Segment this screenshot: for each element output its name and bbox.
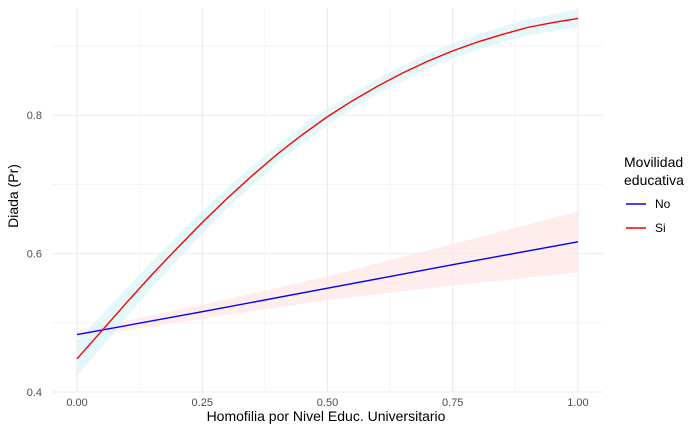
y-tick-label: 0.8 — [27, 110, 42, 122]
legend: Movilidad educativa No Si — [624, 154, 684, 235]
y-tick-label: 0.6 — [27, 249, 42, 261]
y-axis-tick-labels: 0.4 0.6 0.8 — [27, 110, 42, 399]
x-tick-label: 0.50 — [317, 397, 338, 409]
x-axis-title: Homofilia por Nivel Educ. Universitario — [207, 408, 446, 424]
legend-label-si: Si — [655, 221, 666, 235]
x-tick-label: 0.00 — [66, 397, 87, 409]
confidence-bands — [77, 9, 578, 377]
x-tick-label: 0.75 — [442, 397, 463, 409]
legend-items: No Si — [626, 197, 671, 235]
major-gridlines — [52, 8, 603, 393]
y-axis-title: Diada (Pr) — [5, 164, 21, 228]
series-line-si — [76, 17, 579, 360]
y-tick-label: 0.4 — [27, 387, 42, 399]
legend-title-line-1: Movilidad — [624, 154, 683, 170]
legend-label-no: No — [655, 197, 671, 211]
series-lines — [76, 17, 579, 360]
x-tick-label: 1.00 — [567, 397, 588, 409]
series-line-no — [76, 241, 579, 336]
confidence-band-no — [77, 211, 578, 339]
x-tick-label: 0.25 — [192, 397, 213, 409]
x-axis-tick-labels: 0.00 0.25 0.50 0.75 1.00 — [66, 397, 588, 409]
legend-title-line-2: educativa — [624, 172, 684, 188]
